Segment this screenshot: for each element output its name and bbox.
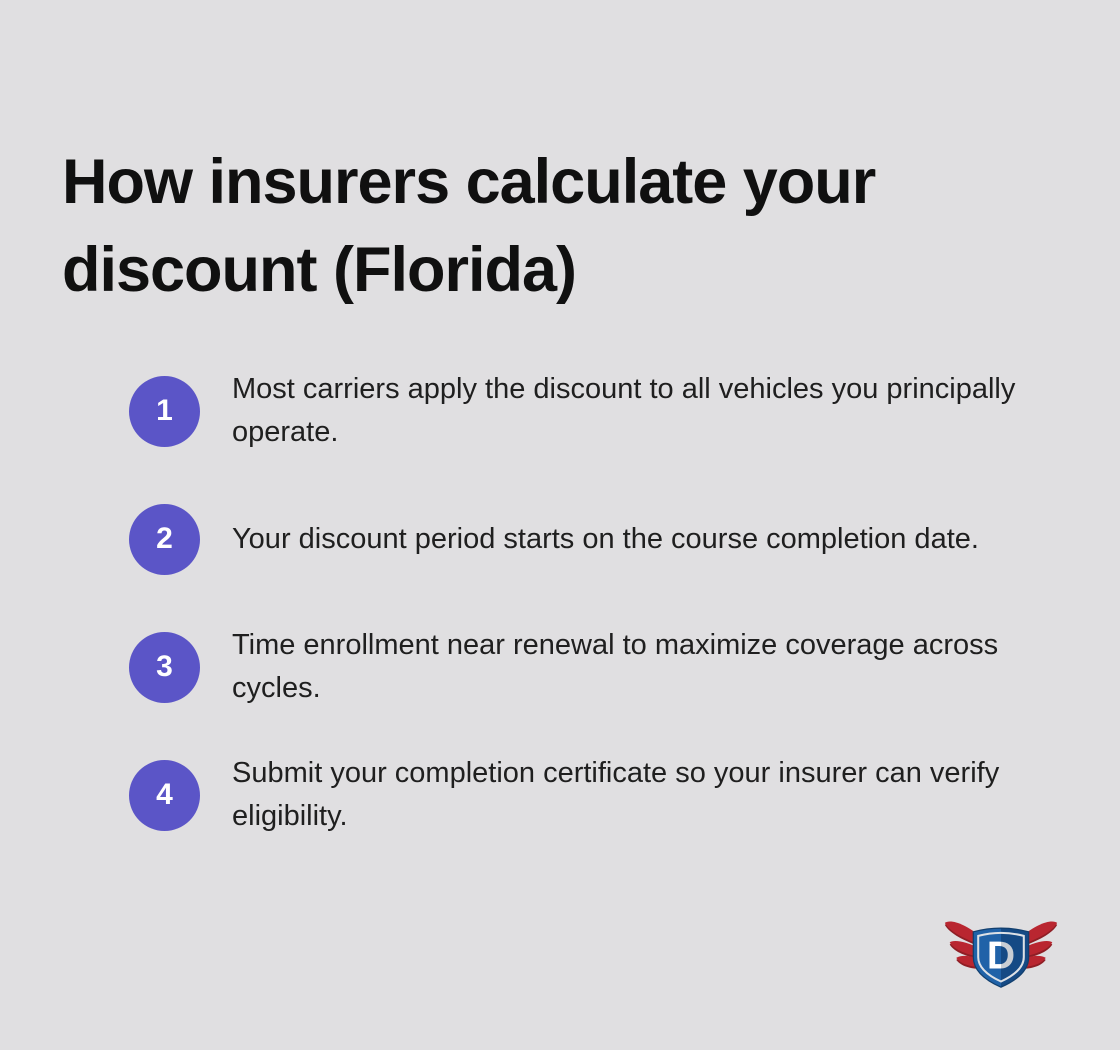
list-item: 3 Time enrollment near renewal to maximi… xyxy=(129,603,1059,731)
shield-wings-icon: D xyxy=(944,921,1058,988)
list-item: 2 Your discount period starts on the cou… xyxy=(129,475,1059,603)
step-2-number: 2 xyxy=(156,522,173,555)
step-4-number: 4 xyxy=(156,778,173,811)
step-2-badge: 2 xyxy=(129,503,200,575)
list-item: 4 Submit your completion certificate so … xyxy=(129,731,1059,859)
step-1-badge: 1 xyxy=(129,375,200,447)
page-title: How insurers calculate your discount (Fl… xyxy=(62,147,876,306)
step-2-text: Your discount period starts on the cours… xyxy=(232,522,979,555)
shield-inner-outline xyxy=(977,931,1025,983)
steps-list: 1 Most carriers apply the discount to al… xyxy=(129,347,1059,859)
step-3-number: 3 xyxy=(156,650,173,683)
step-4-badge: 4 xyxy=(129,759,200,831)
list-item: 1 Most carriers apply the discount to al… xyxy=(129,347,1059,475)
step-1-number: 1 xyxy=(156,394,173,427)
shield-d-logo: D xyxy=(944,912,1058,994)
logo-letter: D xyxy=(987,934,1015,977)
step-3-text: Time enrollment near renewal to maximize… xyxy=(232,629,999,704)
step-4-text: Submit your completion certificate so yo… xyxy=(232,757,1000,832)
step-3-badge: 3 xyxy=(129,631,200,703)
step-1-text: Most carriers apply the discount to all … xyxy=(232,373,1016,448)
